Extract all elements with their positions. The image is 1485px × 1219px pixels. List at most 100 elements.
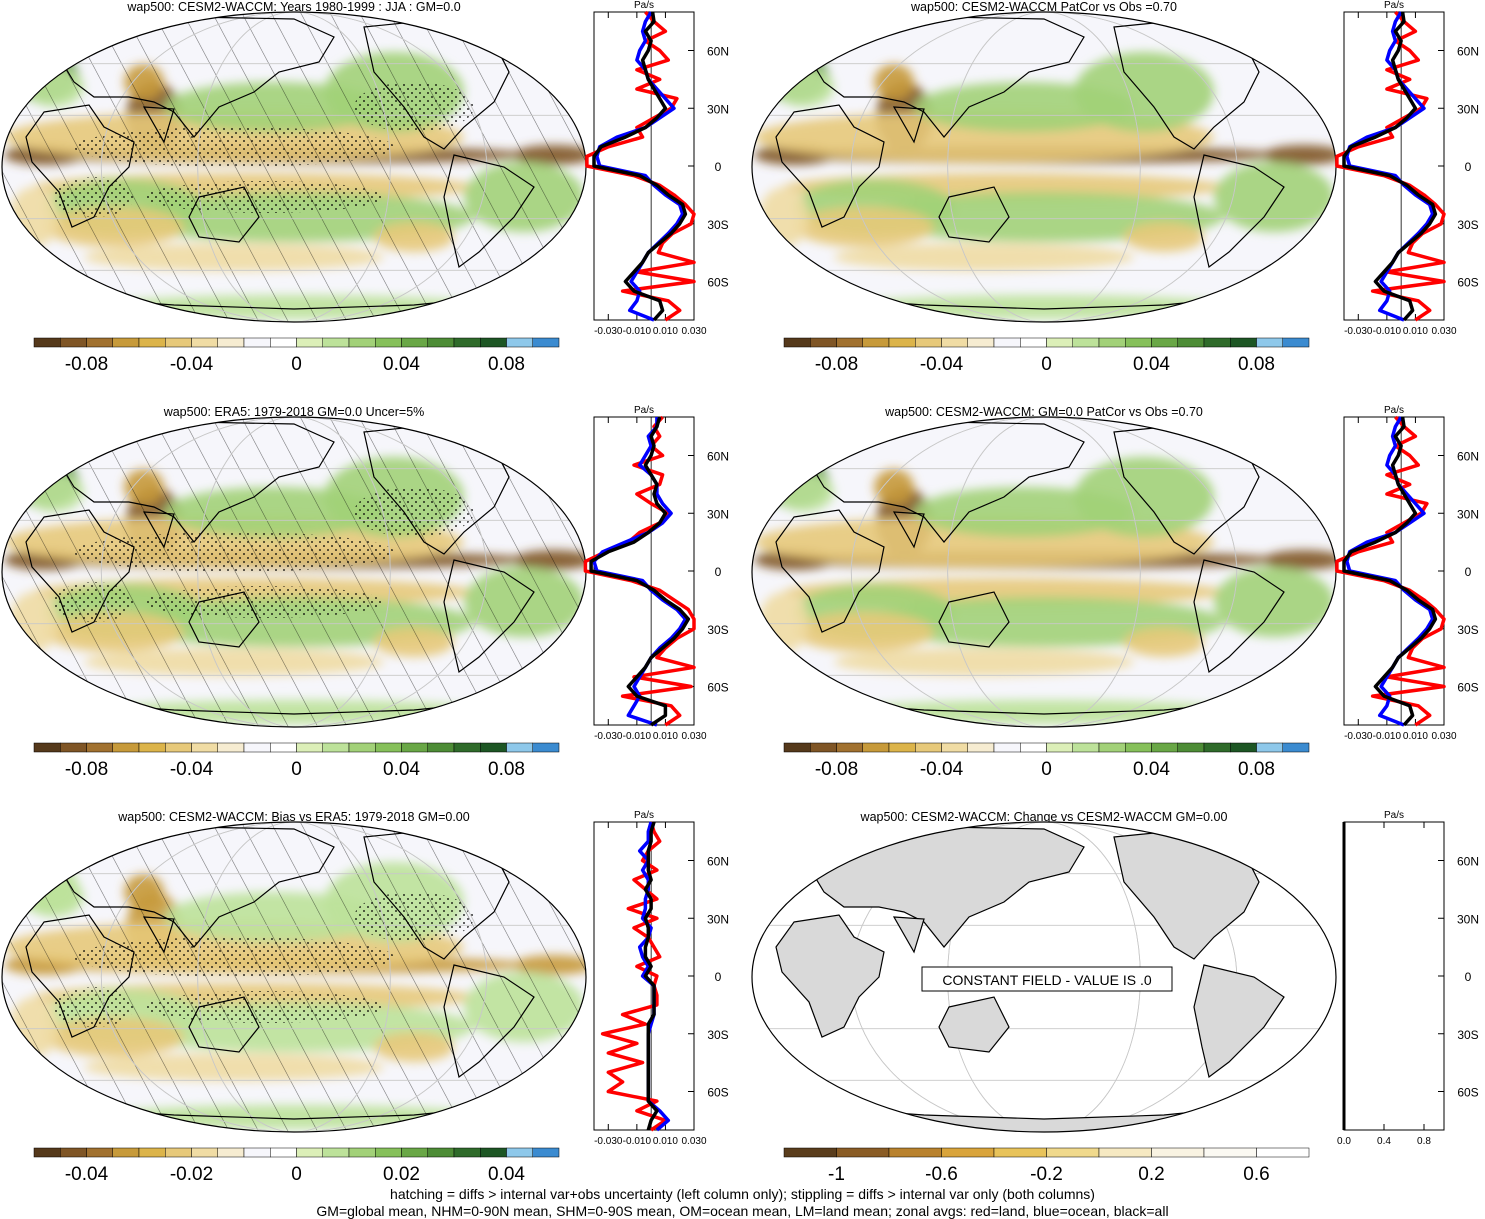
colorbar-cell-3-18	[1256, 742, 1283, 753]
colorbar-cell-0-9	[270, 337, 297, 348]
colorbar-label-2: -0.04	[170, 759, 214, 780]
colorbar-cell-2-2	[86, 742, 113, 753]
field-blob-3-8	[1074, 457, 1214, 537]
profile-frame-5	[1343, 821, 1445, 1131]
field-blob-1-8	[1074, 52, 1214, 132]
profile-lat-label-0: 30N	[707, 102, 729, 116]
colorbar-cell-1-4	[888, 337, 916, 348]
profile-lat-label-4: 0	[715, 970, 722, 984]
profile-xtick-label-2: 0.010	[653, 731, 678, 742]
stipple-region-4-1	[144, 991, 384, 1023]
colorbar-cell-4-8	[243, 1147, 271, 1158]
colorbar-cell-3-8	[993, 742, 1021, 753]
colorbar-cell-0-2	[86, 337, 113, 348]
graticule-lon-4	[197, 822, 391, 1132]
coastline-0-2	[142, 106, 175, 144]
profile-lat-label-2: 0	[715, 565, 722, 579]
profile-xtick-label-3: 0.030	[1431, 731, 1456, 742]
map-1	[751, 11, 1337, 323]
field-blob-1-16	[834, 243, 1134, 271]
field-blob-1-17	[844, 295, 1244, 319]
coastline-5-3	[938, 996, 1010, 1053]
colorbar-cell-1-9	[1020, 337, 1047, 348]
colorbar-cell-2-15	[427, 742, 455, 753]
profile-lat-label-0: 30S	[707, 218, 728, 232]
colorbar-label-5: -0.6	[925, 1164, 958, 1185]
graticule-lon-0	[100, 12, 488, 322]
colorbar-cell-5-0	[783, 1147, 837, 1158]
colorbar-label-5: 0.6	[1243, 1164, 1269, 1185]
field-blob-3-2	[1264, 550, 1336, 570]
graticule-lon-2	[100, 417, 488, 727]
profile-lat-label-3: 30S	[1457, 623, 1478, 637]
field-blob-3-15	[774, 472, 834, 512]
coastline-5-5	[1193, 964, 1285, 1079]
colorbar-cell-4-15	[427, 1147, 455, 1158]
colorbar-cell-4-9	[270, 1147, 297, 1158]
field-blob-3-14	[1124, 627, 1204, 657]
colorbar-cell-5-1	[836, 1147, 890, 1158]
colorbar-cell-0-12	[348, 337, 376, 348]
profile-lat-label-2: 30N	[707, 507, 729, 521]
graticule-lon-4	[100, 822, 488, 1132]
colorbar-cell-0-19	[532, 337, 560, 348]
stipple-region-2-0	[74, 532, 394, 572]
profile-xtick-label-5: 0.4	[1377, 1136, 1391, 1147]
colorbar-cell-3-10	[1046, 742, 1073, 753]
colorbar-cell-5-5	[1046, 1147, 1100, 1158]
colorbar-cell-4-2	[86, 1147, 113, 1158]
coastline-2-0	[25, 509, 135, 633]
colorbar-cell-1-5	[915, 337, 942, 348]
coastline-3-5	[1193, 559, 1285, 674]
coastline-0-1	[58, 16, 335, 138]
profile-xtick-label-4: 0.030	[681, 1136, 706, 1147]
colorbar-cell-1-13	[1125, 337, 1152, 348]
hatching-overlay-2	[2, 417, 586, 727]
map-0	[1, 11, 587, 323]
profile-xtick-label-5: 0.0	[1337, 1136, 1351, 1147]
colorbar-cell-0-17	[480, 337, 507, 348]
colorbar-cell-2-18	[506, 742, 533, 753]
field-blob-1-4	[874, 64, 914, 100]
colorbar-cell-1-6	[941, 337, 968, 348]
profile-all-line-3	[1342, 416, 1438, 727]
colorbar-cell-1-18	[1256, 337, 1283, 348]
profile-lat-label-2: 60N	[707, 450, 729, 464]
profile-xtick-label-1: -0.010	[1373, 326, 1402, 337]
profile-xtick-label-4: 0.010	[653, 1136, 678, 1147]
colorbar-label-4: -0.02	[170, 1164, 213, 1185]
profile-4: Pa/s -0.030 -0.010 0.010 0.030 60N 30N 0 30S 60S	[593, 810, 729, 1147]
colorbar-cell-4-16	[453, 1147, 481, 1158]
coastline-4-0	[25, 914, 135, 1038]
profile-lat-label-4: 60S	[707, 1086, 728, 1100]
colorbar-cell-0-14	[401, 337, 428, 348]
colorbar-cell-2-19	[532, 742, 560, 753]
colorbar-cell-4-17	[480, 1147, 507, 1158]
colorbar-cell-4-3	[112, 1147, 140, 1158]
panel-title-1: wap500: CESM2-WACCM PatCor vs Obs =0.70	[910, 0, 1177, 14]
profile-all-line-4	[643, 821, 659, 1131]
profile-lat-label-1: 0	[1465, 160, 1472, 174]
colorbar-label-2: 0.08	[488, 759, 525, 780]
colorbar-label-1: -0.08	[815, 354, 858, 375]
colorbar-cell-3-19	[1282, 742, 1310, 753]
colorbar-cell-2-11	[322, 742, 350, 753]
profile-unit-0: Pa/s	[634, 0, 654, 11]
colorbar-cell-3-1	[810, 742, 837, 753]
colorbar-0: -0.08 -0.04 0 0.04 0.08	[33, 337, 560, 375]
field-blob-3-17	[844, 700, 1244, 724]
coastline-0-3	[188, 186, 260, 243]
colorbar-cell-1-12	[1098, 337, 1126, 348]
colorbar-cell-4-7	[217, 1147, 245, 1158]
colorbar-cell-2-1	[60, 742, 87, 753]
stipple-region-4-2	[354, 892, 474, 942]
colorbar-cell-1-0	[783, 337, 811, 348]
profile-lat-label-5: 60S	[1457, 1086, 1478, 1100]
colorbar-label-3: 0.08	[1238, 759, 1275, 780]
colorbar-cell-2-17	[480, 742, 507, 753]
profile-xtick-label-4: -0.010	[623, 1136, 652, 1147]
colorbar-cell-5-2	[888, 1147, 942, 1158]
profile-xtick-label-3: 0.010	[1403, 731, 1428, 742]
profile-lat-label-1: 30S	[1457, 218, 1478, 232]
